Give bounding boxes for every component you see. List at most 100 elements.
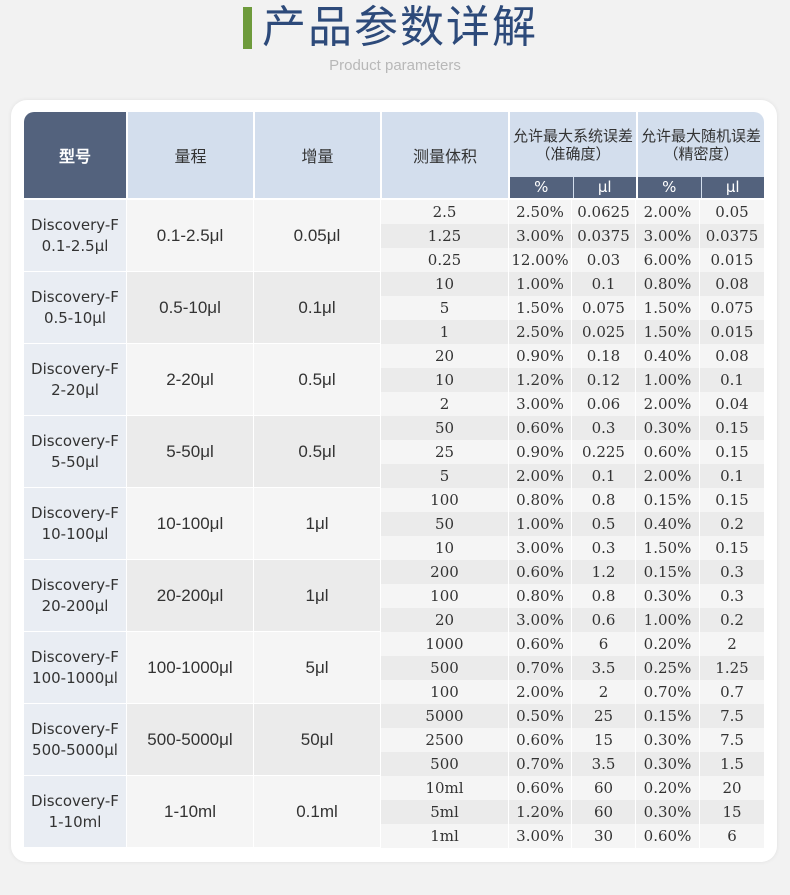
volume-cell: 25	[434, 443, 455, 461]
model-range: 2-20μl	[51, 380, 99, 399]
sys-percent-cell: 2.50%	[508, 200, 571, 224]
rand-ul-cell: 1.5	[699, 752, 764, 776]
volume-cell: 5	[439, 467, 450, 485]
sys-ul-cell: 0.1	[571, 272, 635, 296]
table-row: Discovery-F 5-50μl 5-50μl 0.5μl 50 0.60% 0.3 0.…	[24, 416, 764, 488]
sys-percent-cell: 1.20%	[508, 800, 571, 824]
increment-cell: 1μl	[254, 488, 380, 560]
sys-percent-cell: 1.50%	[508, 296, 571, 320]
model-name: Discovery-F	[31, 791, 119, 810]
rand-percent-cell: 0.15%	[635, 704, 699, 728]
volume-cell: 0.25	[427, 251, 462, 269]
rand-ul-cell: 7.5	[699, 704, 764, 728]
sub-row: 100 0.80% 0.8 0.30% 0.3	[381, 584, 764, 608]
sys-ul-cell: 0.1	[571, 464, 635, 488]
model-name: Discovery-F	[31, 431, 119, 450]
sys-ul-cell: 0.0625	[571, 200, 635, 224]
increment-cell: 0.5μl	[254, 416, 380, 488]
sys-percent-cell: 3.00%	[508, 392, 571, 416]
model-range: 0.5-10μl	[43, 308, 107, 327]
rand-ul-cell: 0.7	[699, 680, 764, 704]
range-cell: 100-1000μl	[127, 632, 253, 704]
range-cell: 5-50μl	[127, 416, 253, 488]
rand-ul-cell: 0.015	[699, 248, 764, 272]
rand-percent-cell: 6.00%	[635, 248, 699, 272]
sys-percent-cell: 0.60%	[508, 728, 571, 752]
sub-row: 5 2.00% 0.1 2.00% 0.1	[381, 464, 764, 488]
increment-cell: 50μl	[254, 704, 380, 776]
increment-cell: 0.1ml	[254, 776, 380, 848]
rand-percent-cell: 0.40%	[635, 344, 699, 368]
model-cell: Discovery-F 2-20μl	[24, 344, 126, 416]
rand-error-ul-header: μl	[700, 177, 765, 198]
sub-row: 1 2.50% 0.025 1.50% 0.015	[381, 320, 764, 344]
sys-percent-cell: 2.50%	[508, 320, 571, 344]
column-header-increment: 增量	[254, 112, 380, 198]
rand-error-subtitle: （精密度）	[663, 144, 739, 163]
rand-percent-cell: 2.00%	[635, 392, 699, 416]
model-cell: Discovery-F 0.1-2.5μl	[24, 200, 126, 272]
rand-ul-cell: 0.015	[699, 320, 764, 344]
sys-error-title: 允许最大系统误差	[512, 126, 633, 145]
table-row: Discovery-F 100-1000μl 100-1000μl 5μl 1000 0.…	[24, 632, 764, 704]
model-cell: Discovery-F 1-10ml	[24, 776, 126, 848]
sys-percent-cell: 2.00%	[508, 464, 571, 488]
rand-ul-cell: 6	[699, 824, 764, 848]
volume-cell: 5	[439, 299, 450, 317]
table-row: Discovery-F 0.1-2.5μl 0.1-2.5μl 0.05μl 2.5 2.…	[24, 200, 764, 272]
sys-ul-cell: 0.12	[571, 368, 635, 392]
volume-cell: 10	[434, 275, 455, 293]
column-header-rand-error: 允许最大随机误差 （精密度） % μl	[637, 112, 764, 198]
sys-percent-cell: 0.80%	[508, 584, 571, 608]
rand-ul-cell: 0.2	[699, 512, 764, 536]
increment-cell: 0.05μl	[254, 200, 380, 272]
volume-cell: 5ml	[430, 803, 459, 821]
sys-percent-cell: 0.50%	[508, 704, 571, 728]
sub-row: 50 1.00% 0.5 0.40% 0.2	[381, 512, 764, 536]
rand-percent-cell: 1.00%	[635, 608, 699, 632]
model-range: 20-200μl	[41, 596, 109, 615]
rand-percent-cell: 0.20%	[635, 632, 699, 656]
sub-row: 5 1.50% 0.075 1.50% 0.075	[381, 296, 764, 320]
sub-row: 5000 0.50% 25 0.15% 7.5	[381, 704, 764, 728]
sys-ul-cell: 0.225	[571, 440, 635, 464]
sys-ul-cell: 0.03	[571, 248, 635, 272]
rand-ul-cell: 0.05	[699, 200, 764, 224]
volume-cell: 5000	[425, 707, 464, 725]
sub-row: 100 2.00% 2 0.70% 0.7	[381, 680, 764, 704]
sys-percent-cell: 1.00%	[508, 512, 571, 536]
sub-row: 5ml 1.20% 60 0.30% 15	[381, 800, 764, 824]
column-header-model: 型号	[24, 112, 126, 198]
rand-ul-cell: 0.08	[699, 344, 764, 368]
rand-percent-cell: 0.80%	[635, 272, 699, 296]
model-name: Discovery-F	[31, 647, 119, 666]
sub-row: 100 0.80% 0.8 0.15% 0.15	[381, 488, 764, 512]
sub-row: 500 0.70% 3.5 0.25% 1.25	[381, 656, 764, 680]
page-header: 产品参数详解 Product parameters	[0, 0, 790, 95]
increment-cell: 0.1μl	[254, 272, 380, 344]
rand-ul-cell: 0.3	[699, 584, 764, 608]
rand-ul-cell: 0.15	[699, 488, 764, 512]
sys-percent-cell: 0.90%	[508, 344, 571, 368]
table-row: Discovery-F 0.5-10μl 0.5-10μl 0.1μl 10 1.00% 0…	[24, 272, 764, 344]
model-range: 1-10ml	[48, 812, 102, 831]
rand-ul-cell: 1.25	[699, 656, 764, 680]
sys-ul-cell: 0.5	[571, 512, 635, 536]
rand-ul-cell: 0.3	[699, 560, 764, 584]
model-range: 500-5000μl	[32, 740, 118, 759]
table-row: Discovery-F 1-10ml 1-10ml 0.1ml 10ml 0.60% 60 0…	[24, 776, 764, 848]
sys-percent-cell: 1.00%	[508, 272, 571, 296]
rand-percent-cell: 1.50%	[635, 536, 699, 560]
sub-row: 50 0.60% 0.3 0.30% 0.15	[381, 416, 764, 440]
rand-percent-cell: 0.30%	[635, 728, 699, 752]
volume-cell: 50	[434, 419, 455, 437]
sys-percent-cell: 0.90%	[508, 440, 571, 464]
sys-ul-cell: 3.5	[571, 752, 635, 776]
model-cell: Discovery-F 5-50μl	[24, 416, 126, 488]
volume-cell: 500	[430, 659, 459, 677]
sys-percent-cell: 3.00%	[508, 224, 571, 248]
model-name: Discovery-F	[31, 215, 119, 234]
volume-cell: 1	[439, 323, 450, 341]
volume-cell: 10	[434, 539, 455, 557]
table-row: Discovery-F 10-100μl 10-100μl 1μl 100 0.80% 0.…	[24, 488, 764, 560]
